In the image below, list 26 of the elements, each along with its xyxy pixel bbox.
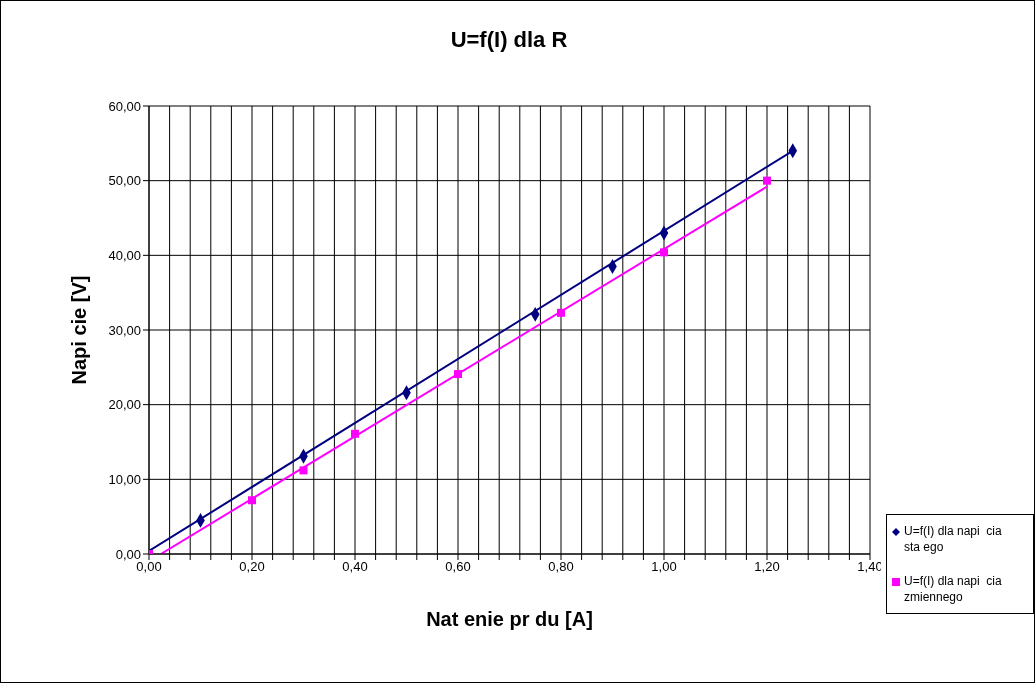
y-tick-label: 50,00 xyxy=(108,173,141,189)
x-tick-label: 0,80 xyxy=(548,559,574,575)
x-tick-label: 0,00 xyxy=(136,559,162,575)
chart-title: U=f(I) dla R xyxy=(449,27,569,53)
point xyxy=(763,176,771,185)
legend-label: U=f(I) dla napi cia zmiennego xyxy=(904,573,1003,605)
point xyxy=(248,496,256,505)
x-tick-label: 0,60 xyxy=(445,559,471,575)
point xyxy=(557,308,565,317)
x-tick-label: 0,40 xyxy=(342,559,368,575)
x-tick-label: 0,20 xyxy=(239,559,265,575)
y-tick-label: 0,00 xyxy=(115,546,141,562)
y-tick-label: 60,00 xyxy=(108,98,141,114)
y-tick-label: 20,00 xyxy=(108,397,141,413)
point xyxy=(454,370,462,379)
y-tick-label: 40,00 xyxy=(108,247,141,263)
point xyxy=(351,429,359,438)
x-tick-label: 1,20 xyxy=(754,559,780,575)
y-axis-title: Napi cie [V] xyxy=(68,275,91,385)
point xyxy=(299,466,308,475)
y-tick-label: 10,00 xyxy=(108,471,141,487)
point xyxy=(660,248,668,257)
legend-label: U=f(I) dla napi cia sta ego xyxy=(904,523,1003,555)
y-tick-label: 30,00 xyxy=(108,322,141,338)
x-tick-label: 1,00 xyxy=(651,559,677,575)
x-axis-title: Nat enie pr du [A] xyxy=(426,608,593,630)
